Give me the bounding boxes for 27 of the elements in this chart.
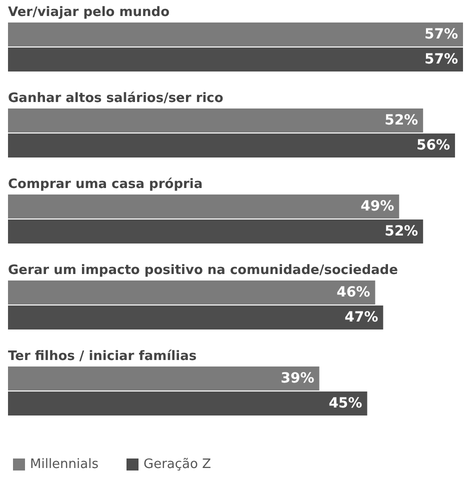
bar — [8, 108, 424, 133]
data-label: 56% — [416, 137, 450, 154]
data-label: 45% — [328, 395, 362, 412]
data-label: 57% — [424, 51, 458, 68]
bar — [8, 219, 424, 244]
bar — [8, 133, 456, 158]
y-tick-label: Ganhar altos salários/ser rico — [8, 91, 224, 106]
legend-label: Millennials — [30, 457, 99, 472]
data-label: 57% — [424, 26, 458, 43]
data-label: 46% — [336, 284, 370, 301]
y-tick-label: Ter filhos / iniciar famílias — [8, 349, 197, 364]
data-label: 52% — [384, 223, 418, 240]
bar — [8, 305, 384, 330]
bar — [8, 194, 400, 219]
data-label: 47% — [344, 309, 378, 326]
bar — [8, 391, 368, 416]
bar — [8, 47, 463, 72]
y-tick-label: Gerar um impacto positivo na comunidade/sociedade — [8, 263, 398, 278]
legend-label: Geração Z — [143, 457, 212, 472]
y-tick-label: Ver/viajar pelo mundo — [8, 5, 170, 20]
data-label: 52% — [384, 112, 418, 129]
bar — [8, 366, 320, 391]
bar — [8, 22, 463, 47]
bar — [8, 280, 376, 305]
y-tick-label: Comprar uma casa própria — [8, 177, 203, 192]
data-label: 39% — [280, 370, 314, 387]
data-label: 49% — [360, 198, 394, 215]
